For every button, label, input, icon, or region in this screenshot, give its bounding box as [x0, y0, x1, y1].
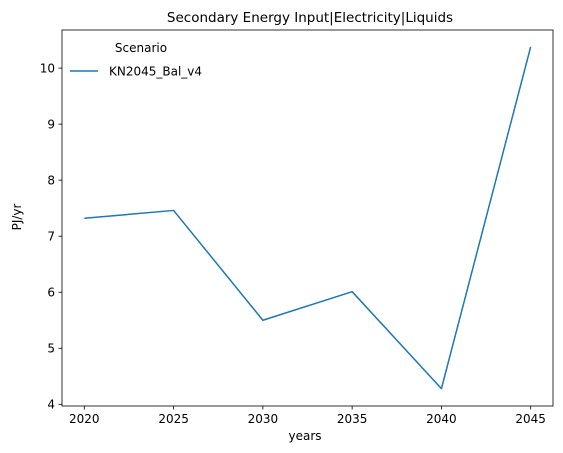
- x-axis-label: years: [288, 429, 321, 443]
- x-tick-label: 2025: [158, 412, 189, 426]
- x-tick-label: 2035: [337, 412, 368, 426]
- y-tick-label: 9: [47, 117, 55, 131]
- y-tick-label: 8: [47, 173, 55, 187]
- y-tick-label: 4: [47, 398, 55, 412]
- x-tick-label: 2040: [426, 412, 457, 426]
- x-tick-label: 2030: [248, 412, 279, 426]
- y-tick-label: 7: [47, 230, 55, 244]
- y-axis: 4 5 6 7 8 9 10: [40, 61, 62, 412]
- x-axis: 2020 2025 2030 2035 2040 2045: [69, 406, 546, 426]
- legend-title: Scenario: [115, 41, 167, 55]
- y-axis-label: PJ/yr: [10, 204, 24, 231]
- axes-frame: [61, 29, 554, 407]
- legend-entry-label: KN2045_Bal_v4: [109, 65, 202, 79]
- x-tick-label: 2045: [515, 412, 546, 426]
- legend: Scenario KN2045_Bal_v4: [70, 41, 202, 79]
- y-tick-label: 10: [40, 61, 55, 75]
- y-tick-label: 6: [47, 286, 55, 300]
- chart-title: Secondary Energy Input|Electricity|Liqui…: [167, 10, 453, 26]
- y-tick-label: 5: [47, 342, 55, 356]
- x-tick-label: 2020: [69, 412, 100, 426]
- series-line-0: [84, 46, 532, 390]
- plot-area: [61, 29, 554, 407]
